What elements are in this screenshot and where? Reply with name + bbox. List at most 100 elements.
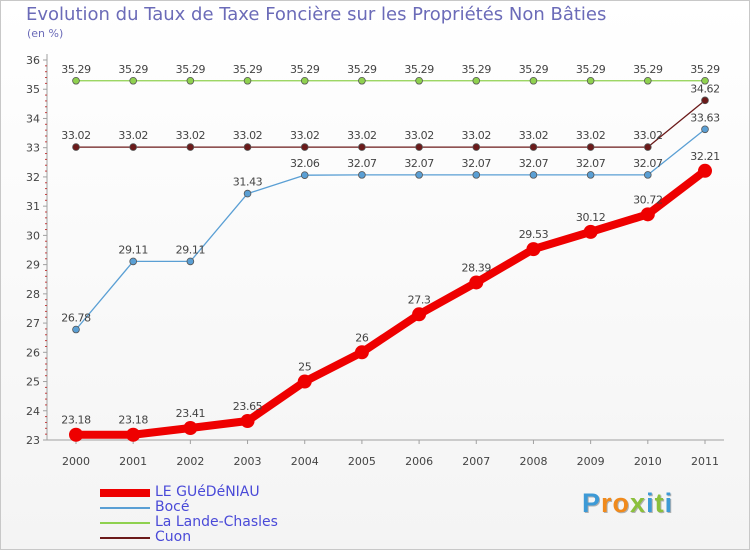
data-point xyxy=(472,143,481,151)
y-tick-label: 36 xyxy=(26,54,40,67)
logo-letter: i xyxy=(664,488,674,518)
x-tick-label: 2009 xyxy=(577,455,605,468)
y-tick-label: 35 xyxy=(26,83,40,96)
data-label: 33.02 xyxy=(347,129,377,142)
data-point xyxy=(72,76,80,85)
data-point xyxy=(300,171,309,179)
data-label: 33.63 xyxy=(690,111,720,124)
legend-swatch xyxy=(100,522,150,524)
y-tick-label: 25 xyxy=(26,376,40,389)
data-label: 25 xyxy=(298,361,312,374)
data-point xyxy=(300,76,309,85)
data-point xyxy=(297,374,312,389)
y-tick-label: 27 xyxy=(26,317,40,330)
data-point xyxy=(186,143,195,151)
logo-letter: o xyxy=(612,488,631,518)
data-point xyxy=(126,427,141,442)
y-tick-label: 31 xyxy=(26,200,40,213)
data-label: 35.29 xyxy=(690,63,720,76)
data-point xyxy=(358,171,366,179)
data-point xyxy=(72,325,80,334)
data-label: 33.02 xyxy=(233,129,263,142)
data-label: 29.11 xyxy=(176,243,206,256)
data-label: 23.18 xyxy=(118,414,148,427)
legend-swatch xyxy=(100,507,150,509)
data-label: 23.18 xyxy=(61,414,91,427)
data-label: 32.07 xyxy=(576,157,606,170)
data-point xyxy=(586,143,595,151)
data-label: 32.07 xyxy=(404,157,434,170)
data-label: 35.29 xyxy=(633,63,663,76)
data-point xyxy=(529,143,538,151)
x-tick-label: 2005 xyxy=(348,455,376,468)
data-label: 32.07 xyxy=(347,157,377,170)
data-point xyxy=(583,224,598,239)
data-label: 32.07 xyxy=(462,157,492,170)
logo-letter: t xyxy=(654,488,665,518)
data-point xyxy=(412,307,427,322)
data-point xyxy=(526,242,541,257)
x-tick-label: 2007 xyxy=(462,455,490,468)
data-label: 33.02 xyxy=(576,129,606,142)
data-label: 35.29 xyxy=(404,63,434,76)
data-point xyxy=(300,143,309,151)
data-label: 33.02 xyxy=(118,129,148,142)
data-label: 35.29 xyxy=(61,63,91,76)
data-point xyxy=(243,189,252,198)
data-point xyxy=(529,171,538,179)
data-label: 34.62 xyxy=(690,82,720,95)
data-label: 23.41 xyxy=(176,407,206,420)
data-point xyxy=(644,143,652,151)
y-tick-label: 29 xyxy=(26,259,40,272)
data-label: 35.29 xyxy=(462,63,492,76)
data-label: 28.39 xyxy=(462,261,492,274)
data-point xyxy=(472,171,481,179)
data-point xyxy=(354,345,369,360)
data-label: 23.65 xyxy=(233,400,263,413)
data-label: 35.29 xyxy=(519,63,549,76)
data-point xyxy=(701,76,709,85)
y-tick-label: 28 xyxy=(26,288,40,301)
data-label: 29.11 xyxy=(118,243,148,256)
data-point xyxy=(415,171,423,179)
data-point xyxy=(469,275,484,290)
data-label: 26 xyxy=(355,331,369,344)
legend-label: Bocé xyxy=(155,499,190,515)
data-label: 35.29 xyxy=(576,63,606,76)
data-label: 30.72 xyxy=(633,193,663,206)
data-point xyxy=(183,421,198,436)
data-point xyxy=(698,163,712,178)
x-tick-label: 2002 xyxy=(176,455,204,468)
line-chart: 23 24 25 26 27 28 29 30 31 32 33 34 35 36 2000 2001 2002… xyxy=(26,54,724,468)
legend-swatch xyxy=(100,489,150,497)
data-label: 33.02 xyxy=(176,129,206,142)
data-point xyxy=(72,143,80,151)
data-point xyxy=(586,171,595,179)
legend-label: LE GUéDéNIAU xyxy=(155,484,260,500)
x-tick-label: 2004 xyxy=(291,455,319,468)
data-label: 32.07 xyxy=(519,157,549,170)
data-point xyxy=(69,427,83,442)
logo-letter: i xyxy=(646,488,655,518)
series-line xyxy=(72,166,709,439)
data-label: 27.3 xyxy=(408,293,431,306)
data-point xyxy=(640,207,655,222)
data-label: 35.29 xyxy=(176,63,206,76)
data-label: 33.02 xyxy=(633,129,663,142)
data-point xyxy=(358,76,366,85)
data-label: 35.29 xyxy=(347,63,377,76)
data-point xyxy=(129,143,137,151)
data-point xyxy=(415,143,423,151)
proxiti-logo: Proxiti xyxy=(582,488,673,519)
series-line xyxy=(75,128,706,331)
data-label: 32.21 xyxy=(690,150,720,163)
legend-label: Cuon xyxy=(155,529,192,545)
data-label: 26.78 xyxy=(61,312,91,325)
data-point xyxy=(529,76,538,85)
logo-letter: P xyxy=(582,488,602,518)
data-point xyxy=(415,76,423,85)
data-label: 33.02 xyxy=(462,129,492,142)
data-point xyxy=(186,257,195,266)
data-label: 35.29 xyxy=(290,63,320,76)
